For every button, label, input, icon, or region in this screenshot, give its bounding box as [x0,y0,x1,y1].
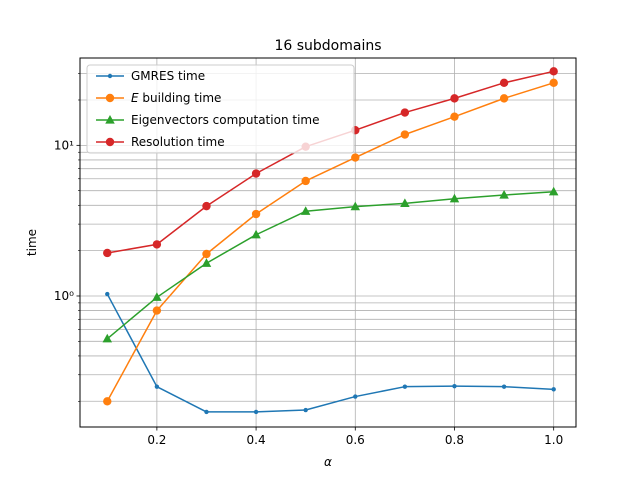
series-1 [105,291,556,415]
data-point [400,108,410,117]
x-tick-label: 0.4 [247,433,266,447]
data-point [204,409,209,415]
y-tick-label: 10⁰ [54,289,74,303]
x-tick-label: 1.0 [544,433,563,447]
legend-marker [105,93,115,103]
chart-title: 16 subdomains [274,38,381,54]
y-tick-label: 10¹ [54,138,74,152]
legend-entry: Eigenvectors computation time [96,113,319,127]
legend-label: Resolution time [131,135,225,149]
legend-label: Eigenvectors computation time [131,113,319,127]
data-point [301,176,310,186]
x-tick-label: 0.2 [147,433,166,447]
series-line [106,190,554,340]
data-point [499,94,509,103]
series-2 [103,78,558,406]
data-point [549,67,558,76]
data-point [353,394,358,399]
legend: GMRES time E building time Eigenvectors co… [86,64,355,154]
legend-label: E building time [131,91,221,105]
plot-area-frame [79,57,577,428]
data-point [251,209,261,219]
series-3 [102,186,559,343]
data-point [400,130,410,139]
data-point [452,383,457,389]
data-point [501,384,507,389]
legend-marker [105,137,115,147]
x-axis-label: α [324,455,332,469]
data-point [105,291,110,297]
data-point [350,201,361,211]
legend-box [86,64,355,154]
x-tick-label: 0.8 [445,433,464,447]
series-line [106,293,554,413]
data-point [202,249,211,259]
data-point [351,153,360,162]
data-point [102,333,113,343]
x-tick-label: 0.6 [346,433,365,447]
data-point [303,407,308,413]
data-point [499,190,509,199]
legend-label: GMRES time [131,69,205,83]
data-point [450,112,459,121]
axis-ticks: 0.2 0.4 0.6 0.8 1.0 10⁰ 10¹ [54,73,563,447]
data-point [152,292,162,301]
data-point [154,384,160,389]
data-point [551,387,556,392]
data-point [449,193,460,203]
data-point [103,397,112,406]
data-point [450,94,459,103]
data-point [402,384,408,389]
series-line [106,82,554,402]
data-point [152,240,162,249]
legend-marker [107,73,113,79]
data-point [251,229,261,239]
data-point [251,169,261,178]
data-point [300,206,311,215]
data-point [103,248,112,258]
data-point [201,258,212,267]
legend-entry: E building time [96,91,221,105]
y-axis-label: time [25,229,39,256]
legend-marker [105,115,115,124]
data-point [400,198,410,207]
data-point [152,306,162,315]
data-point [202,201,211,211]
data-point [548,186,559,196]
data-point [499,78,509,88]
data-point [549,78,558,88]
legend-entry: GMRES time [96,69,205,83]
data-point [253,409,259,415]
legend-entry: Resolution time [96,135,225,149]
